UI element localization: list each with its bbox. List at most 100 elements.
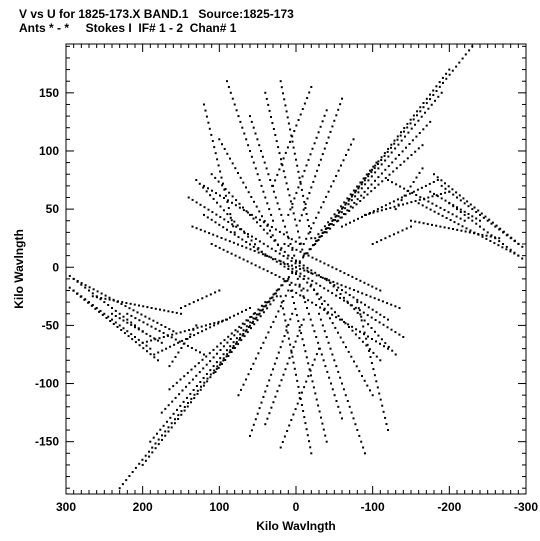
uv-point [178,393,181,396]
uv-point [489,240,492,242]
uv-point [270,247,273,250]
uv-point [172,330,175,333]
uv-point [347,350,350,353]
uv-point [387,155,390,158]
uv-point [465,227,468,230]
uv-point [278,259,281,262]
uv-point [292,413,295,416]
y-tick-label: -50 [42,318,60,332]
uv-point [108,298,111,301]
uv-point [302,264,305,267]
uv-point [329,223,332,226]
uv-point [95,307,98,309]
uv-point [233,231,236,234]
uv-point [154,307,157,310]
uv-point [340,211,343,214]
uv-point [331,322,334,325]
uv-point [95,295,98,298]
uv-point [459,211,462,213]
uv-point [170,336,173,339]
uv-point [400,131,402,134]
uv-point [204,109,207,112]
uv-point [354,191,357,194]
uv-point [221,319,224,322]
uv-point [192,301,195,304]
uv-point [433,192,435,195]
uv-point [229,231,232,234]
uv-point [463,210,466,213]
uv-point [274,239,277,242]
uv-point [235,199,238,202]
uv-point [441,214,444,217]
uv-point [76,280,79,283]
uv-point [319,306,322,309]
uv-point [416,114,418,117]
uv-point [310,272,313,275]
uv-point [245,325,248,328]
uv-point [128,475,131,477]
uv-point [131,471,134,473]
uv-point [449,219,452,221]
uv-point [278,384,281,387]
uv-point [344,207,347,210]
uv-point [513,251,516,254]
uv-point [134,466,137,469]
uv-point [294,218,297,221]
uv-point [301,338,304,341]
uv-point [258,266,261,269]
uv-point [209,369,212,372]
uv-point [315,353,318,356]
uv-point [332,280,335,283]
uv-point [268,255,271,258]
uv-point [182,400,185,403]
uv-point [425,97,428,100]
uv-point [455,215,458,218]
uv-point [194,349,197,352]
uv-point [239,120,242,123]
uv-point [244,330,247,333]
uv-point [342,159,345,162]
uv-point [235,342,238,345]
uv-point [330,307,333,310]
uv-point [237,312,239,315]
uv-point [277,351,280,354]
uv-point [439,225,442,228]
uv-point [291,355,294,358]
uv-point [320,296,323,299]
uv-point [282,373,285,376]
uv-point [372,211,375,214]
uv-point [335,294,338,297]
uv-points [68,45,524,490]
uv-point [352,296,355,299]
uv-point [367,187,370,190]
uv-point [367,335,369,338]
uv-point [307,312,310,315]
uv-point [165,347,168,350]
uv-point [344,394,347,397]
uv-point [304,207,307,209]
uv-point [330,382,332,385]
uv-point [381,180,384,183]
uv-point [266,417,269,420]
uv-point [323,308,326,311]
uv-point [309,446,312,449]
uv-point [242,329,245,332]
uv-point [438,85,441,88]
uv-point [444,191,447,194]
uv-point [158,329,161,332]
uv-point [129,302,132,305]
uv-point [314,175,317,178]
uv-point [231,162,234,165]
uv-point [268,412,271,415]
uv-point [443,209,446,211]
uv-point [262,221,265,224]
uv-point [304,301,307,304]
uv-point [388,202,391,205]
uv-point [459,199,462,202]
uv-point [387,429,389,431]
uv-point [116,326,119,328]
uv-point [343,321,346,323]
uv-point [134,324,136,327]
uv-point [283,280,286,283]
uv-point [208,127,211,130]
